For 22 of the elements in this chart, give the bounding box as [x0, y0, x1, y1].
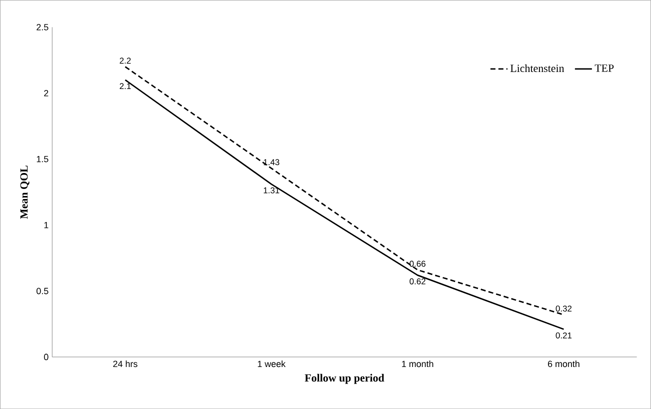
- y-tick-label: 0.5: [36, 288, 48, 294]
- legend-label: Lichtenstein: [510, 64, 564, 72]
- data-label: 1.43: [264, 159, 280, 166]
- data-label: 1.31: [264, 187, 280, 194]
- y-tick-label: 0: [44, 354, 48, 360]
- data-label: 0.21: [556, 332, 572, 338]
- y-tick-label: 2: [44, 90, 48, 96]
- x-tick-label: 1 week: [258, 360, 286, 368]
- data-label: 0.32: [556, 306, 572, 312]
- data-label: 0.66: [410, 260, 426, 267]
- y-tick-label: 1: [44, 222, 48, 228]
- y-tick-label: 1.5: [36, 156, 48, 162]
- data-label: 0.62: [410, 278, 426, 284]
- y-tick-label: 2.5: [36, 24, 48, 30]
- x-axis-title: Follow up period: [304, 374, 384, 384]
- legend-label: TEP: [594, 64, 614, 72]
- data-label: 2.1: [120, 83, 131, 89]
- x-tick-label: 1 month: [402, 360, 434, 368]
- x-tick-label: 6 month: [548, 360, 580, 368]
- data-label: 2.2: [120, 58, 131, 64]
- y-axis-title: Mean QOL: [20, 166, 30, 219]
- x-tick-label: 24 hrs: [113, 360, 138, 368]
